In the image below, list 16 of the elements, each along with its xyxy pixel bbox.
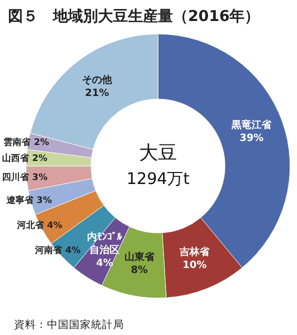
slice-label: その他	[82, 75, 112, 86]
data-label: 21%	[85, 88, 109, 100]
slice-label: 山東省	[124, 252, 154, 263]
data-label: 8%	[130, 264, 148, 276]
slice-label: 雲南省 2%	[4, 136, 50, 150]
slice-label: 山西省 2%	[2, 152, 48, 165]
text: 資料：中国国家統計局	[14, 318, 124, 332]
slice-label: 四川省 3%	[2, 171, 48, 184]
slice-label: 遼寧省 3%	[6, 194, 52, 208]
data-label: 39%	[240, 133, 264, 144]
slice-label: 黒竜江省	[232, 120, 272, 132]
slice-label: 吉林省	[180, 246, 210, 258]
data-label: 10%	[182, 260, 207, 270]
text: 大豆	[139, 141, 177, 166]
text: 1294万t	[126, 168, 190, 190]
chart-title: 図５ 地域別大豆生産量（2016年）	[8, 6, 260, 26]
